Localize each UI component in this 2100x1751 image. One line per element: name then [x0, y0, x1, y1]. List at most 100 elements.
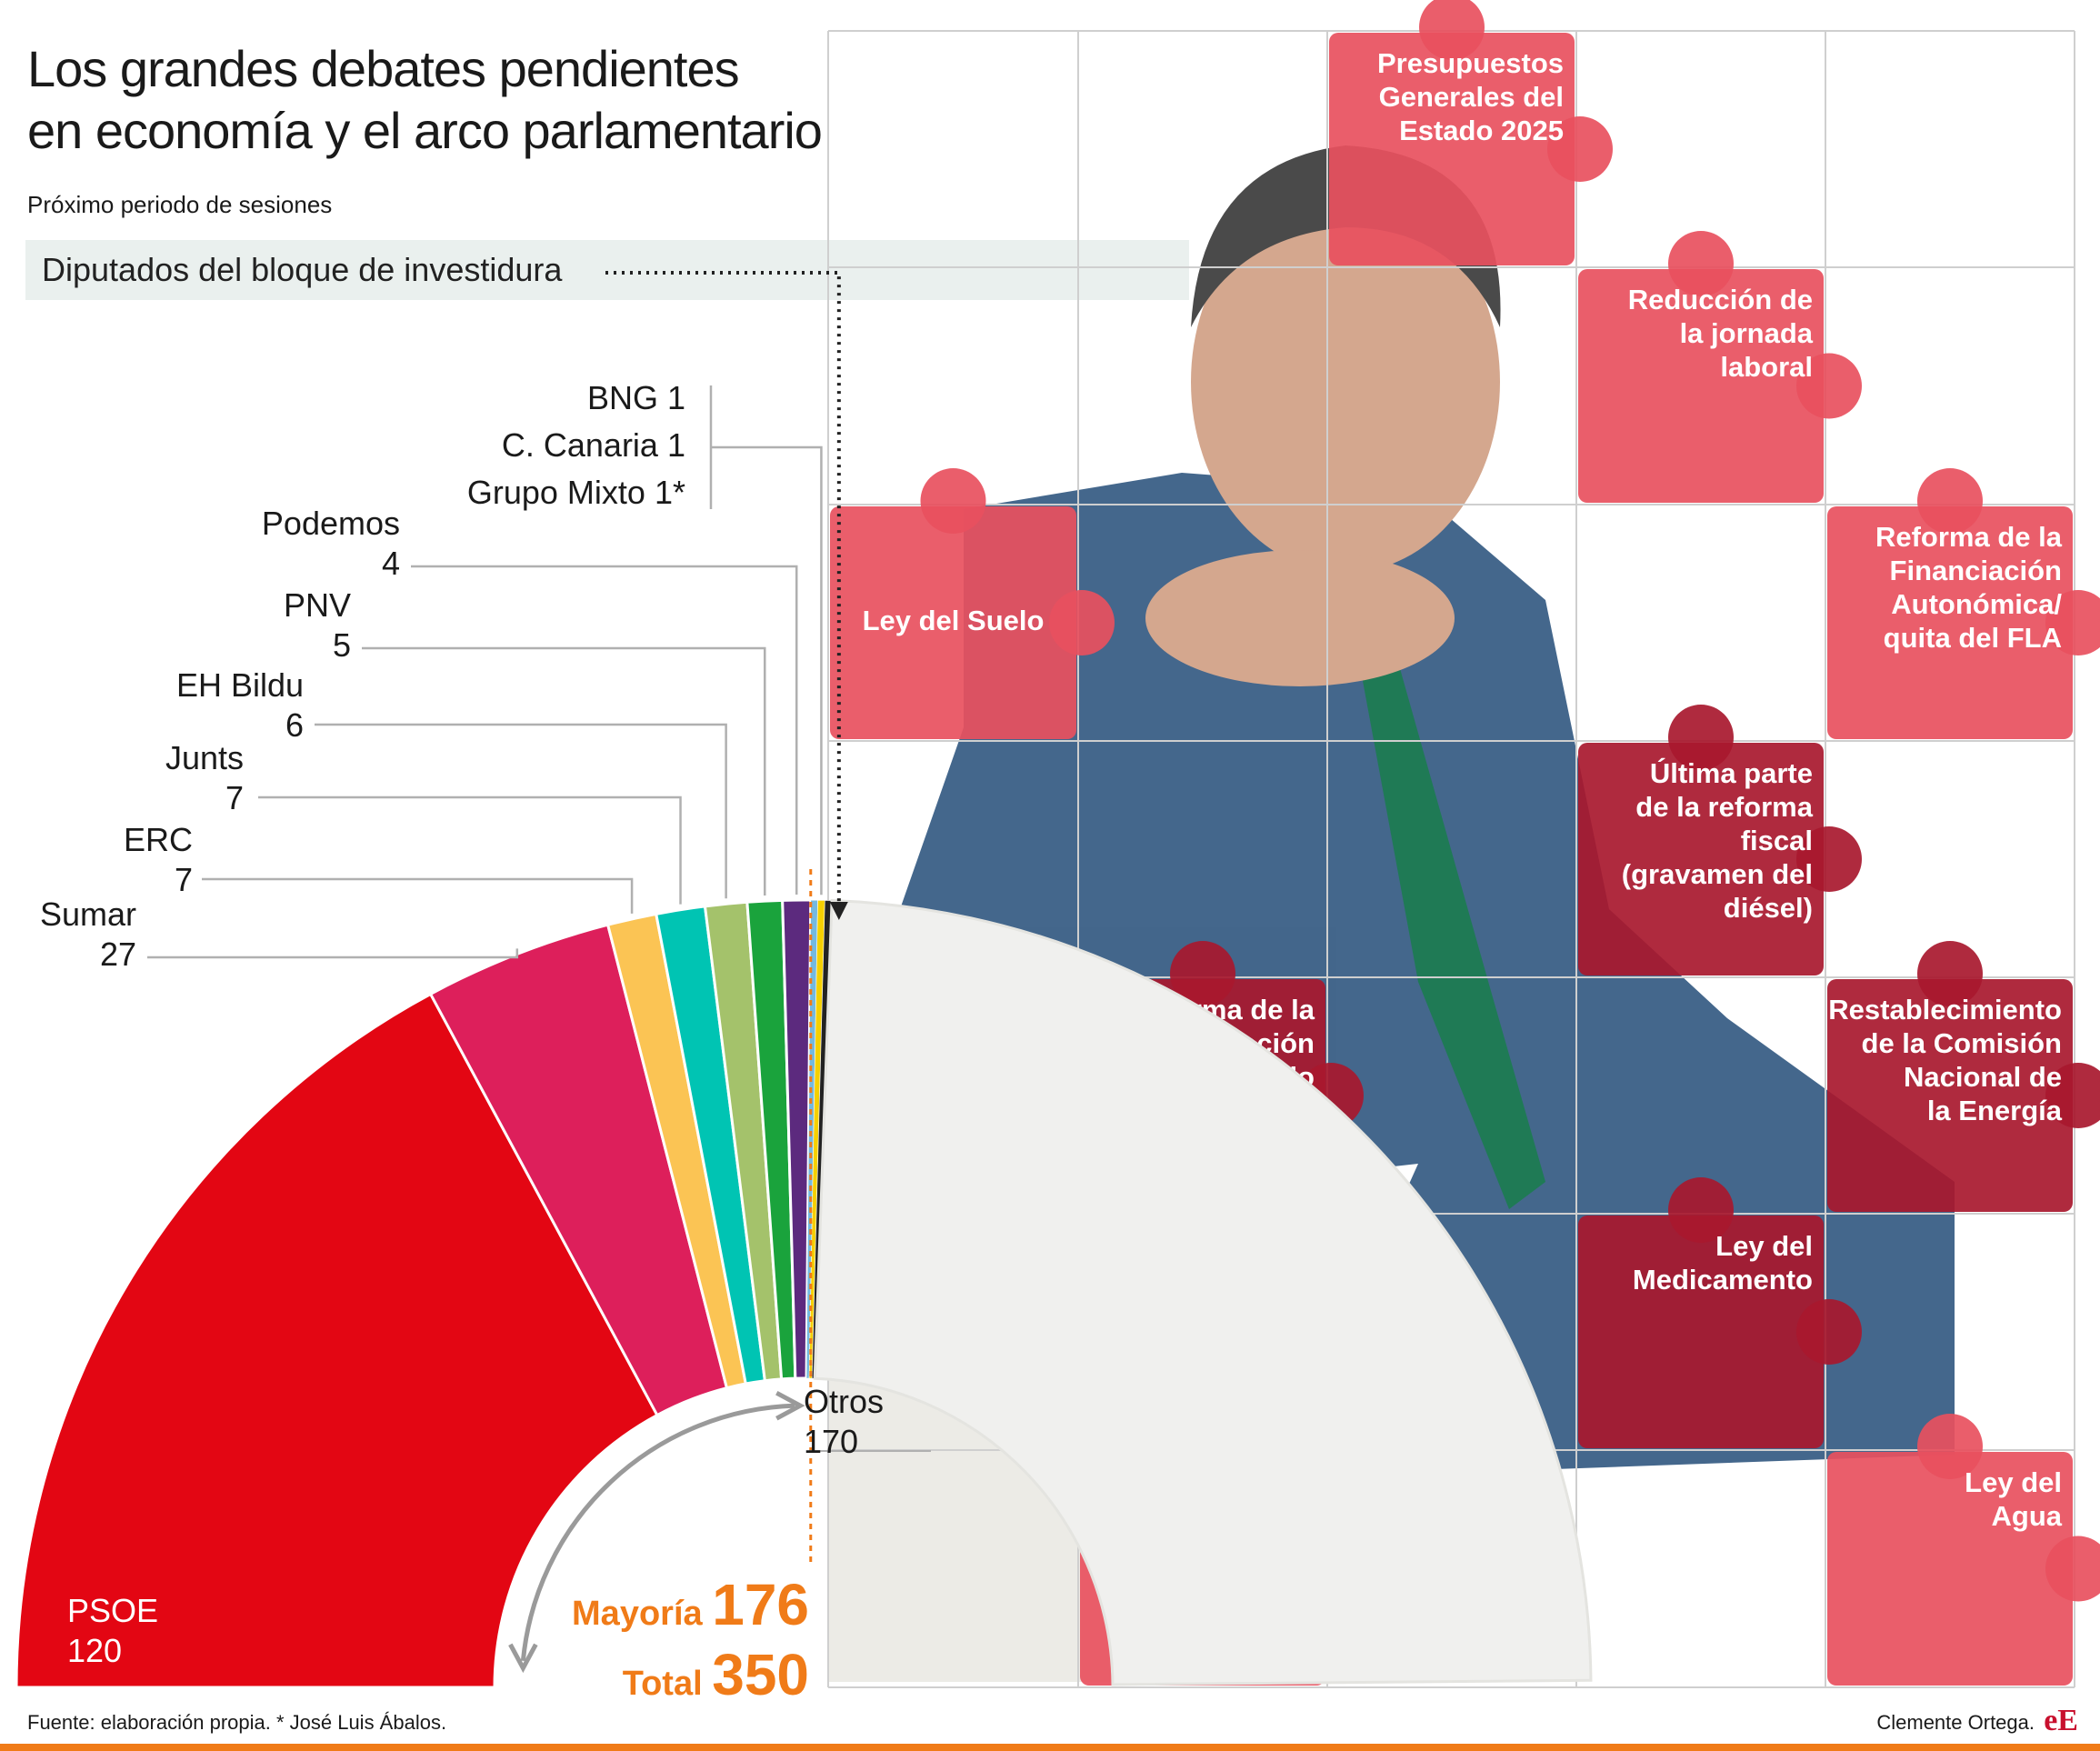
debate-text-line: Agua	[1992, 1500, 2063, 1532]
label-sumar-value: 27	[99, 936, 136, 973]
debate-tile-body	[1578, 1216, 1824, 1448]
label-c-canaria-name: C. Canaria	[501, 426, 658, 464]
label-podemos-value: 4	[381, 545, 400, 582]
footer-source: Fuente: elaboración propia. * José Luis …	[27, 1711, 447, 1734]
puzzle-knob	[2045, 1063, 2100, 1128]
investiture-bloc-band	[25, 240, 1189, 300]
label-eh-bildu: EH Bildu 6	[176, 665, 304, 745]
debate-text-line: quita del FLA	[1884, 622, 2062, 654]
label-junts-value: 7	[225, 779, 244, 816]
label-erc: ERC 7	[124, 820, 193, 900]
label-c-canaria: C. Canaria 1	[502, 425, 685, 465]
chart-subtitle: Próximo periodo de sesiones	[27, 191, 333, 218]
debate-tile-body	[1827, 1452, 2073, 1686]
debate-text-line: Ley del	[1965, 1466, 2062, 1498]
debate-text-line: diésel)	[1724, 892, 1813, 924]
majority-text: Mayoría	[572, 1595, 703, 1633]
debate-text-line: fiscal	[1741, 825, 1813, 856]
puzzle-knob	[1668, 705, 1734, 770]
debate-text-line: Autonómica/	[1891, 588, 2062, 620]
seat-slice-otros	[813, 899, 1593, 1686]
title-line-2: en economía y el arco parlamentario	[27, 102, 823, 159]
puzzle-knob	[1547, 116, 1613, 182]
debate-text-line: Restablecimiento	[1828, 994, 2062, 1026]
majority-value: 176	[712, 1572, 809, 1637]
seat-slice-psoe	[15, 992, 659, 1689]
title-line-1: Los grandes debates pendientes	[27, 40, 740, 97]
debate-text-line: laboral	[1720, 351, 1813, 383]
label-otros: Otros 170	[804, 1382, 884, 1462]
head-shape	[1191, 191, 1500, 573]
chart-title: Los grandes debates pendientes en econom…	[27, 38, 845, 162]
leader-eh-bildu	[315, 723, 727, 899]
debate-text-line: la jornada	[1680, 317, 1814, 349]
debate-text-line: de la Comisión	[1862, 1027, 2062, 1059]
investiture-bloc-label: Diputados del bloque de investidura	[42, 251, 563, 288]
leader-junts	[258, 795, 682, 905]
debate-text-line: Nacional de	[1904, 1061, 2062, 1093]
puzzle-knob	[2045, 1536, 2100, 1602]
leader-sumar	[147, 948, 519, 959]
label-psoe-value: 120	[67, 1632, 123, 1669]
hand-shape	[1145, 550, 1455, 686]
puzzle-knob	[1419, 0, 1485, 60]
puzzle-knob	[1917, 468, 1983, 534]
arrow-head-bottom	[508, 1643, 538, 1674]
puzzle-knob	[1668, 1177, 1734, 1243]
debate-tile-body	[830, 506, 1076, 739]
label-psoe: PSOE 120	[67, 1591, 158, 1671]
label-otros-value: 170	[804, 1423, 859, 1460]
total-value: 350	[712, 1642, 809, 1707]
total-text: Total	[622, 1665, 703, 1703]
label-grupo-mixto-note: *	[672, 474, 685, 511]
debate-tile-body	[1578, 743, 1824, 976]
debate-text-line: Reforma de la	[1875, 521, 2063, 553]
label-podemos-name: Podemos	[261, 505, 400, 542]
label-podemos: Podemos 4	[262, 504, 400, 584]
label-c-canaria-value: 1	[666, 426, 685, 464]
debate-text-line: de la reforma	[1635, 791, 1813, 823]
arrow-head-top	[775, 1390, 805, 1421]
investiture-arrowhead	[829, 902, 848, 920]
label-pnv-value: 5	[332, 626, 351, 664]
label-psoe-name: PSOE	[67, 1592, 159, 1629]
debate-text-line: Reducción de	[1628, 284, 1813, 315]
debate-text-line: Ley del Suelo	[863, 605, 1045, 636]
publisher-logo: eE	[2044, 1704, 2078, 1737]
label-bng: BNG 1	[587, 378, 685, 418]
puzzle-knob	[1170, 941, 1235, 1006]
puzzle-knob	[1917, 941, 1983, 1006]
puzzle-knob	[1796, 353, 1862, 419]
label-eh-bildu-name: EH Bildu	[175, 666, 304, 704]
puzzle-knob	[920, 468, 986, 534]
label-grupo-mixto: Grupo Mixto 1*	[467, 473, 685, 513]
hemicycle-chart	[15, 869, 1593, 1689]
label-erc-name: ERC	[123, 821, 193, 858]
label-grupo-mixto-name: Grupo Mixto	[466, 474, 645, 511]
debate-tile: Reforma de laFinanciaciónAutonómica/quit…	[1827, 468, 2100, 739]
label-eh-bildu-value: 6	[285, 706, 304, 744]
majority-label: Mayoría 176	[572, 1571, 809, 1638]
debate-tile-body	[1578, 269, 1824, 503]
debate-text-line: Ley del	[1715, 1230, 1813, 1262]
leader-pnv	[362, 646, 766, 896]
label-otros-name: Otros	[804, 1383, 885, 1420]
debate-text-line: Generales del	[1379, 81, 1564, 113]
debate-tile: Ley del Suelo	[830, 468, 1115, 739]
debate-text-line: Medicamento	[1633, 1264, 1813, 1296]
label-sumar: Sumar 27	[40, 895, 136, 975]
puzzle-knob	[1796, 1299, 1862, 1365]
label-bng-value: 1	[666, 379, 685, 416]
debate-text-line: Estado 2025	[1399, 115, 1564, 146]
label-sumar-name: Sumar	[39, 896, 136, 933]
debate-tile-body	[1827, 979, 2073, 1212]
investiture-connector	[605, 271, 841, 909]
debate-text-line: (gravamen del	[1622, 858, 1813, 890]
